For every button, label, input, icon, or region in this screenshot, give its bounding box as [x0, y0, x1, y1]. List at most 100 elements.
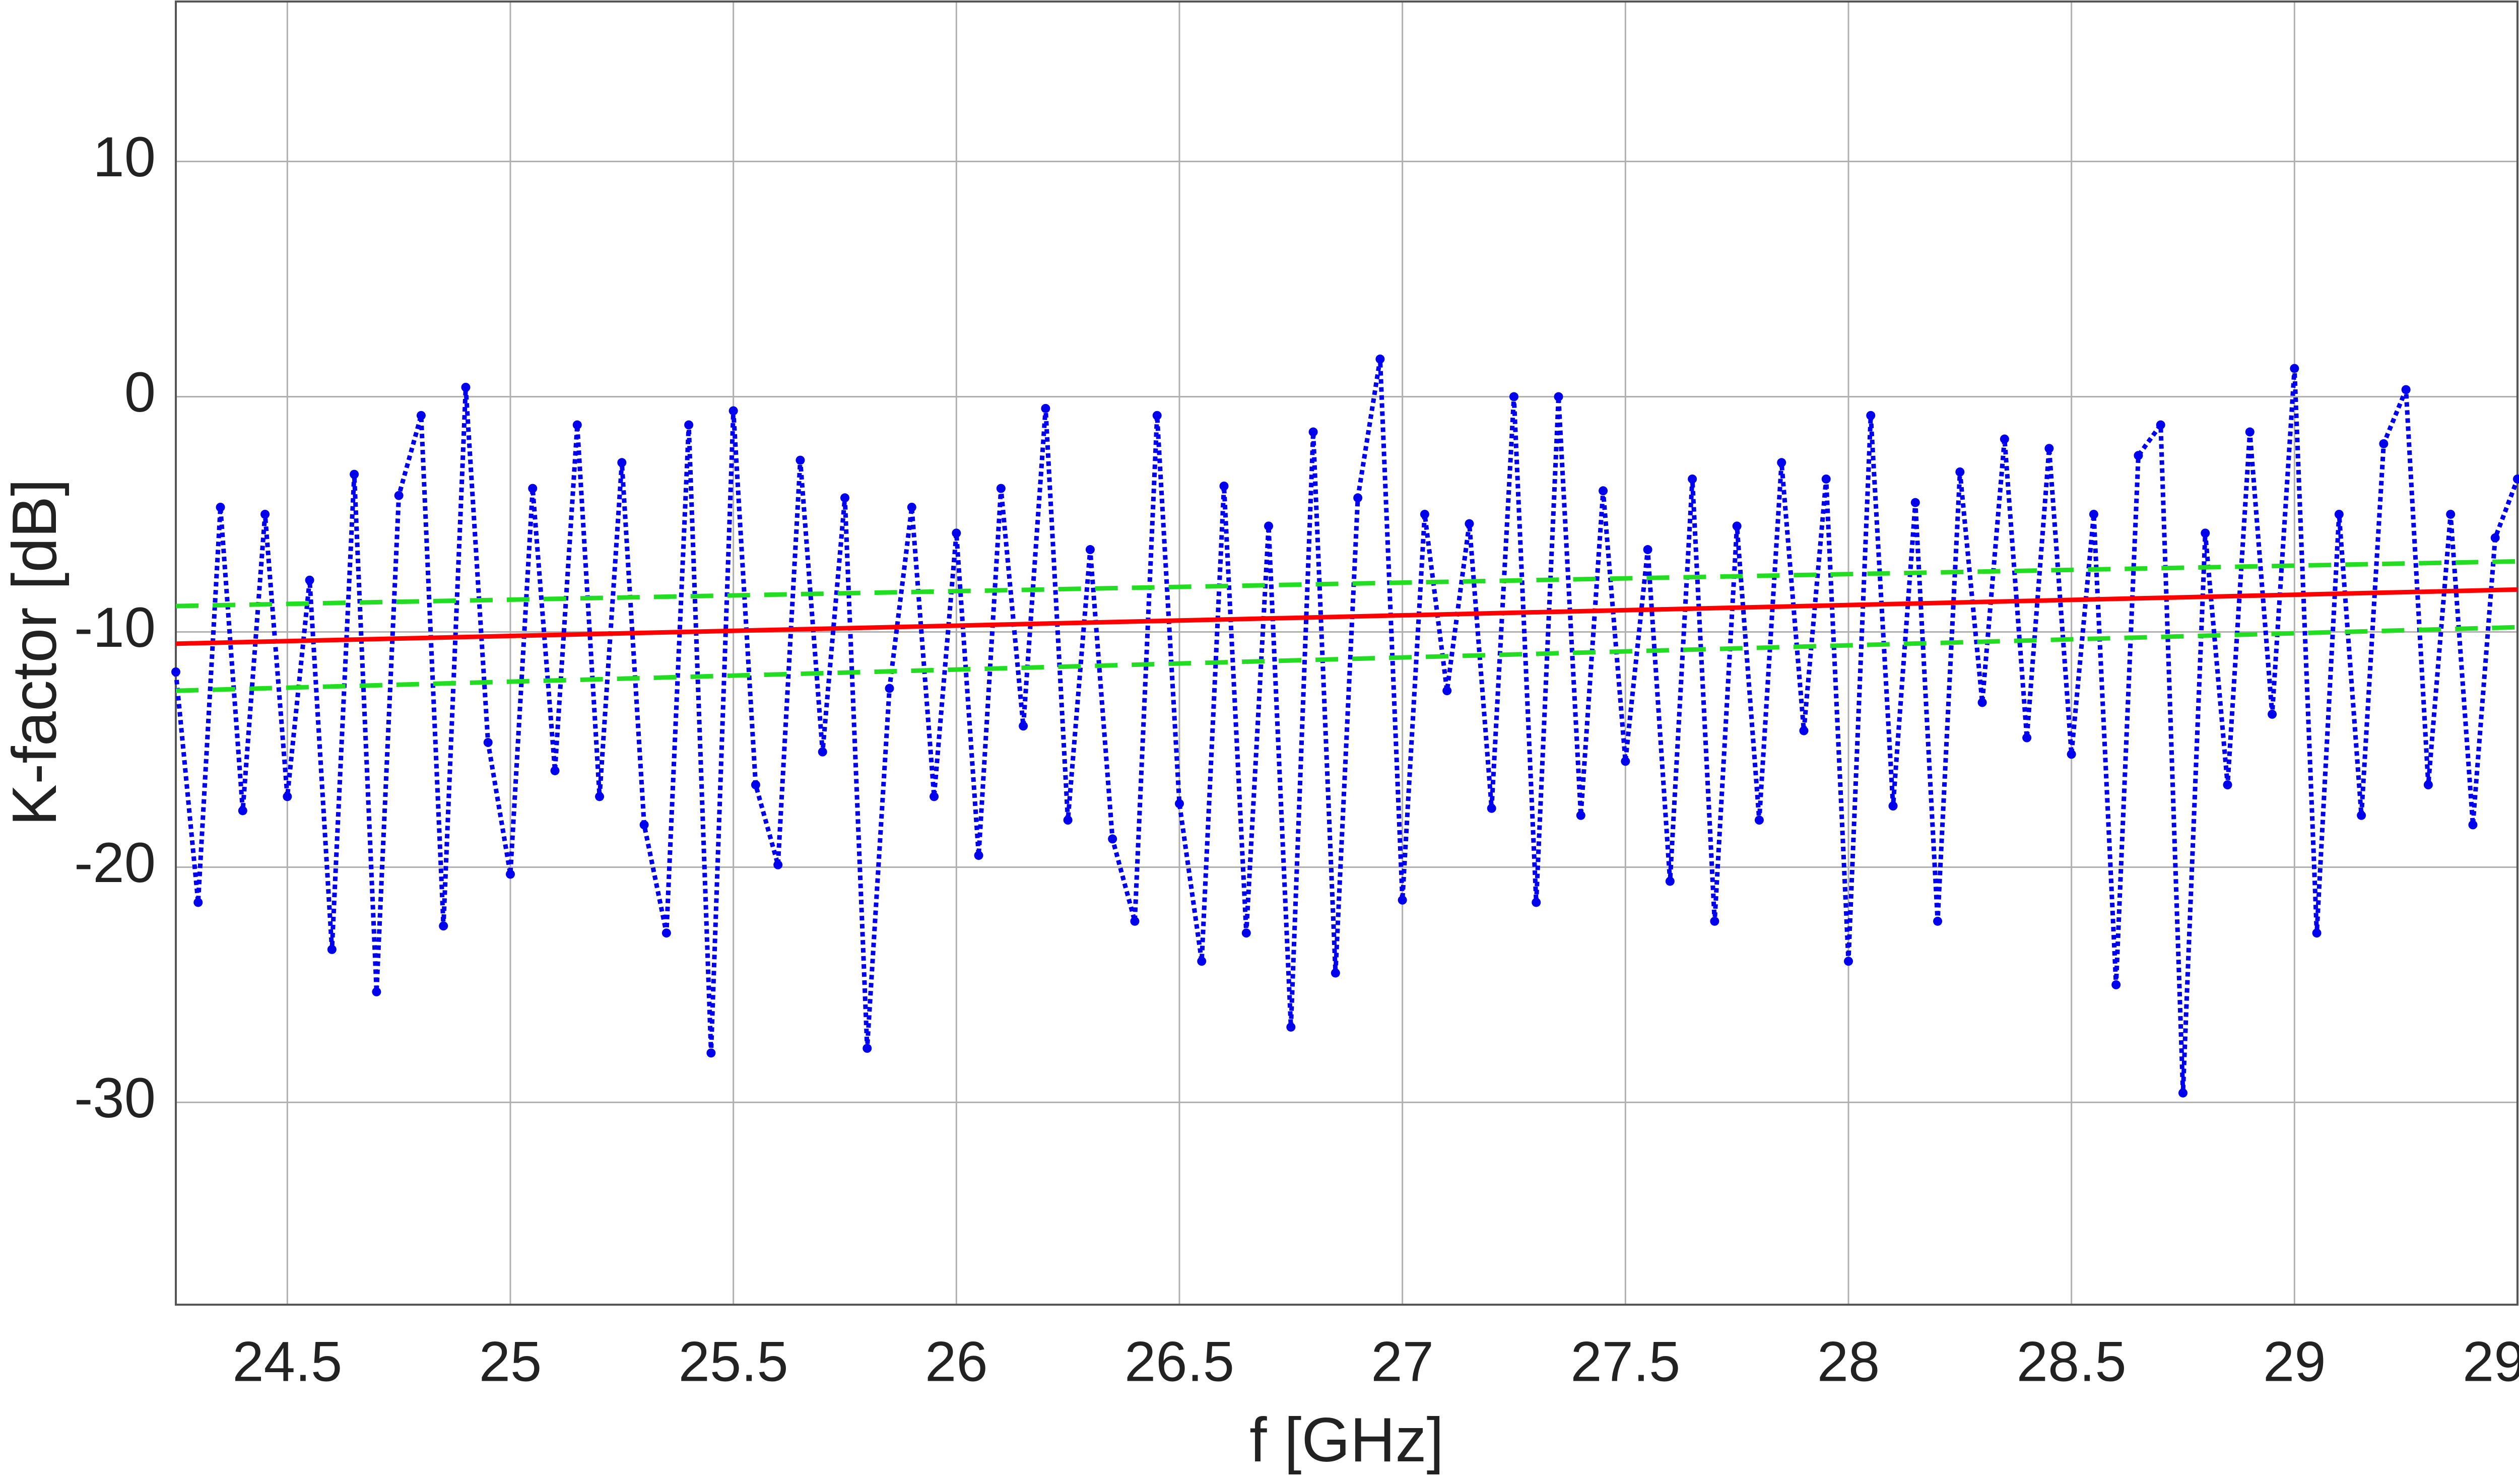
x-tick-label: 25.5 — [679, 1330, 788, 1393]
data-point — [1219, 481, 1229, 491]
data-point — [2022, 733, 2032, 743]
data-point — [1331, 968, 1340, 978]
data-point — [2401, 385, 2411, 394]
data-point — [595, 792, 605, 801]
data-point — [305, 575, 314, 585]
data-point — [327, 945, 337, 954]
data-point — [372, 987, 381, 996]
data-point — [1108, 834, 1117, 844]
data-point — [2312, 928, 2322, 938]
data-point — [1933, 916, 1943, 926]
y-tick-label: -10 — [74, 596, 156, 659]
data-point — [2290, 364, 2299, 373]
x-tick-label: 25 — [479, 1330, 542, 1393]
data-point — [2423, 780, 2433, 790]
data-point — [907, 502, 916, 512]
data-point — [974, 851, 983, 860]
data-point — [1175, 799, 1184, 808]
data-point — [2178, 1088, 2187, 1098]
data-point — [2134, 451, 2143, 460]
x-tick-label: 26 — [925, 1330, 988, 1393]
data-point — [1576, 811, 1585, 820]
data-point — [528, 484, 538, 493]
data-point — [1910, 498, 1920, 507]
data-point — [639, 820, 649, 830]
data-point — [1754, 816, 1764, 825]
x-tick-label: 28 — [1817, 1330, 1880, 1393]
data-point — [1063, 816, 1073, 825]
data-point — [1130, 916, 1140, 926]
data-point — [1844, 957, 1853, 966]
data-point — [394, 491, 404, 500]
y-tick-label: -30 — [74, 1066, 156, 1129]
data-point — [930, 792, 939, 801]
data-point — [416, 411, 426, 420]
data-point — [1732, 521, 1742, 531]
data-point — [1420, 509, 1429, 519]
series-line — [175, 587, 2518, 646]
data-point — [684, 420, 694, 430]
y-tick-label: -20 — [74, 831, 156, 894]
data-point — [260, 509, 270, 519]
data-point — [2000, 434, 2009, 444]
data-point — [1777, 458, 1786, 467]
data-point — [2067, 750, 2076, 759]
data-point — [1085, 545, 1095, 555]
data-point — [1019, 721, 1028, 731]
data-point — [1621, 757, 1630, 766]
x-tick-label: 27.5 — [1570, 1330, 1680, 1393]
data-point — [1286, 1022, 1296, 1032]
data-point — [2268, 709, 2277, 719]
x-tick-label: 29.5 — [2463, 1330, 2519, 1393]
x-axis-title: f [GHz] — [1249, 1405, 1444, 1475]
data-point — [483, 737, 493, 747]
data-point — [1509, 392, 1518, 401]
data-point — [1264, 521, 1274, 531]
data-point — [840, 493, 849, 503]
data-point — [617, 458, 627, 467]
data-point — [773, 860, 783, 869]
data-point — [1866, 411, 1876, 420]
data-point — [1353, 493, 1363, 503]
data-point — [2468, 820, 2478, 830]
x-tick-label: 29 — [2263, 1330, 2326, 1393]
data-point — [1955, 467, 1965, 477]
data-point — [283, 792, 292, 801]
data-point — [2156, 420, 2165, 430]
data-point — [2245, 427, 2255, 437]
data-point — [1665, 876, 1675, 886]
data-point — [818, 747, 827, 757]
data-point — [728, 406, 738, 416]
data-point — [1554, 392, 1563, 401]
data-point — [2201, 528, 2210, 538]
data-point — [996, 484, 1006, 493]
data-point — [2089, 509, 2098, 519]
data-point — [1487, 803, 1496, 813]
data-point — [796, 455, 805, 465]
y-axis-title: K-factor [dB] — [0, 479, 70, 826]
x-tick-label: 24.5 — [232, 1330, 342, 1393]
data-point — [1799, 726, 1809, 735]
data-point — [1688, 474, 1697, 484]
data-point — [238, 806, 247, 816]
data-point — [1599, 486, 1608, 496]
data-point — [171, 667, 180, 677]
x-tick-label: 27 — [1371, 1330, 1434, 1393]
data-point — [1241, 928, 1251, 938]
data-point — [2379, 439, 2389, 448]
series-line — [175, 625, 2518, 693]
data-point — [863, 1044, 872, 1053]
data-point — [1888, 801, 1898, 811]
data-point — [216, 502, 225, 512]
data-point — [1532, 898, 1541, 907]
data-point — [2334, 509, 2344, 519]
data-point — [550, 766, 560, 775]
data-point — [572, 420, 582, 430]
data-point — [2490, 533, 2500, 543]
series-line — [173, 359, 2519, 1093]
data-point — [506, 869, 515, 879]
data-point — [751, 780, 760, 790]
data-point — [1465, 519, 1474, 528]
data-point — [439, 921, 448, 931]
